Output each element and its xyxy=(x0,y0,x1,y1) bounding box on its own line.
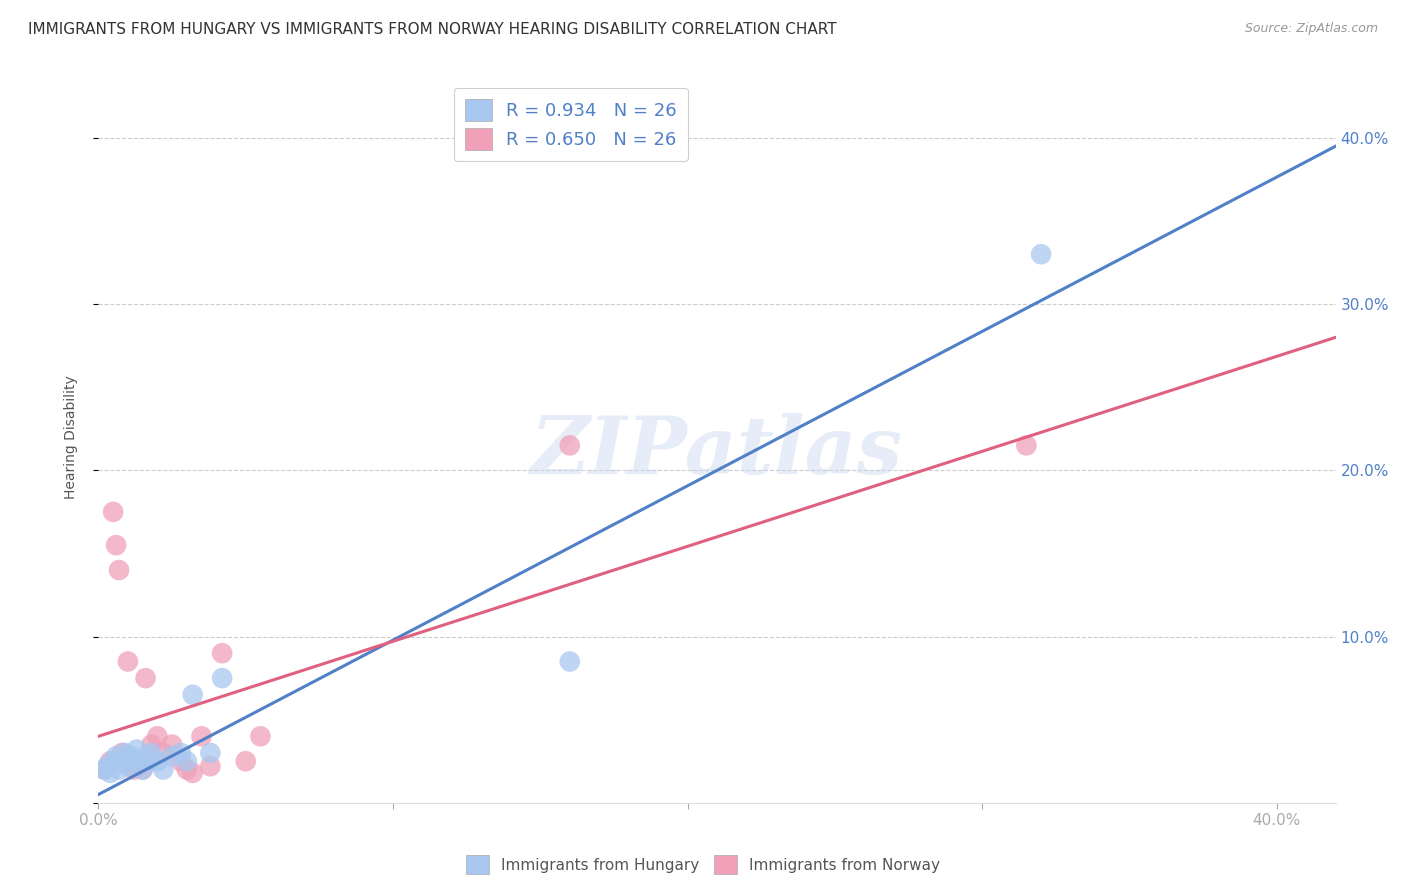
Point xyxy=(558,655,581,669)
Point xyxy=(111,746,134,760)
Point xyxy=(152,746,174,760)
Point xyxy=(176,754,198,768)
Point xyxy=(181,688,204,702)
Point xyxy=(249,729,271,743)
Point xyxy=(114,746,136,760)
Point xyxy=(135,671,157,685)
Point xyxy=(211,671,233,685)
Point xyxy=(111,754,134,768)
Point xyxy=(1015,438,1038,452)
Point xyxy=(108,563,131,577)
Point xyxy=(105,749,128,764)
Point xyxy=(200,759,222,773)
Text: Source: ZipAtlas.com: Source: ZipAtlas.com xyxy=(1244,22,1378,36)
Point xyxy=(131,763,153,777)
Point xyxy=(135,749,157,764)
Text: ZIPatlas: ZIPatlas xyxy=(531,413,903,491)
Point xyxy=(120,749,142,764)
Point xyxy=(141,738,163,752)
Point xyxy=(125,742,148,756)
Point xyxy=(235,754,257,768)
Point xyxy=(101,754,124,768)
Point xyxy=(176,763,198,777)
Point xyxy=(101,505,124,519)
Point xyxy=(105,538,128,552)
Point xyxy=(1029,247,1052,261)
Point xyxy=(190,729,212,743)
Point xyxy=(93,763,115,777)
Point xyxy=(96,759,118,773)
Point xyxy=(170,754,193,768)
Point xyxy=(146,729,169,743)
Point xyxy=(141,746,163,760)
Point xyxy=(146,754,169,768)
Legend: R = 0.934   N = 26, R = 0.650   N = 26: R = 0.934 N = 26, R = 0.650 N = 26 xyxy=(454,87,688,161)
Point xyxy=(125,754,148,768)
Point xyxy=(170,746,193,760)
Point xyxy=(160,749,183,764)
Point xyxy=(98,765,121,780)
Point xyxy=(93,763,115,777)
Point xyxy=(558,438,581,452)
Point xyxy=(152,763,174,777)
Legend: Immigrants from Hungary, Immigrants from Norway: Immigrants from Hungary, Immigrants from… xyxy=(460,849,946,880)
Text: IMMIGRANTS FROM HUNGARY VS IMMIGRANTS FROM NORWAY HEARING DISABILITY CORRELATION: IMMIGRANTS FROM HUNGARY VS IMMIGRANTS FR… xyxy=(28,22,837,37)
Point xyxy=(122,763,145,777)
Point xyxy=(211,646,233,660)
Point xyxy=(114,754,136,768)
Point xyxy=(138,754,160,768)
Point xyxy=(108,763,131,777)
Point xyxy=(200,746,222,760)
Point xyxy=(181,765,204,780)
Point xyxy=(117,759,139,773)
Point xyxy=(160,738,183,752)
Point xyxy=(117,655,139,669)
Point xyxy=(122,754,145,768)
Point xyxy=(131,763,153,777)
Y-axis label: Hearing Disability: Hearing Disability xyxy=(63,376,77,499)
Point xyxy=(98,754,121,768)
